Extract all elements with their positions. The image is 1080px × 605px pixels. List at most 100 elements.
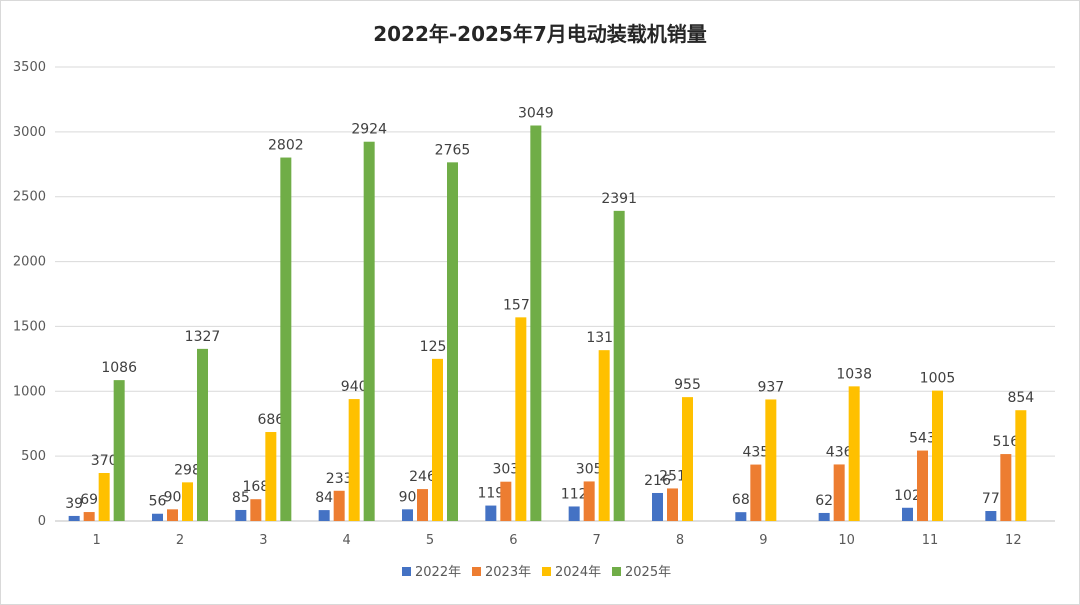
data-label: 56 (149, 494, 167, 510)
x-tick-label: 1 (93, 533, 101, 548)
x-tick-label: 4 (343, 533, 351, 548)
bar (432, 358, 443, 521)
data-label: 1005 (920, 371, 956, 387)
bar (500, 481, 512, 521)
bar (667, 488, 678, 521)
y-tick-label: 2500 (13, 190, 46, 205)
data-label: 1086 (101, 360, 137, 376)
data-label: 2391 (601, 191, 637, 207)
x-tick-label: 10 (838, 533, 855, 548)
data-label: 90 (164, 489, 182, 505)
data-label: 233 (326, 471, 353, 487)
x-tick-label: 12 (1005, 533, 1022, 548)
x-tick-label: 3 (259, 533, 267, 548)
bar (152, 513, 163, 521)
bar (250, 499, 262, 521)
legend-label: 2024年 (555, 565, 601, 580)
data-label: 940 (341, 379, 368, 395)
legend-swatch (542, 567, 551, 576)
bar (402, 509, 413, 521)
bar (818, 512, 830, 521)
bar (735, 512, 747, 521)
data-label: 62 (815, 493, 833, 509)
data-label: 955 (674, 377, 701, 393)
bar (568, 506, 580, 521)
data-label: 1327 (185, 329, 221, 345)
data-label: 298 (174, 462, 201, 478)
y-tick-label: 1000 (13, 384, 46, 399)
legend-swatch (402, 567, 411, 576)
data-label: 3049 (518, 106, 554, 122)
x-tick-label: 11 (922, 533, 939, 548)
data-label: 85 (232, 490, 250, 506)
data-label: 543 (909, 431, 936, 447)
y-tick-label: 1500 (13, 319, 46, 334)
data-label: 2802 (268, 138, 304, 154)
data-label: 1570 (503, 297, 539, 313)
bar (363, 141, 375, 521)
data-label: 937 (757, 379, 784, 395)
bar (848, 386, 860, 521)
x-tick-label: 6 (509, 533, 517, 548)
y-tick-label: 3000 (13, 125, 46, 140)
data-label: 251 (659, 468, 686, 484)
data-label: 435 (742, 445, 769, 461)
bar (167, 509, 178, 521)
data-label: 854 (1007, 390, 1034, 406)
bar (985, 511, 997, 521)
bar (235, 509, 247, 521)
x-tick-label: 2 (176, 533, 184, 548)
bar (1015, 410, 1027, 521)
data-label: 2765 (435, 142, 471, 158)
bar (447, 162, 458, 521)
bar (113, 380, 125, 521)
data-label: 216 (644, 473, 671, 489)
bar (598, 350, 610, 521)
bar (98, 473, 110, 521)
y-tick-label: 0 (38, 514, 46, 529)
data-label: 246 (409, 469, 436, 485)
data-label: 305 (576, 461, 603, 477)
y-tick-label: 500 (21, 449, 46, 464)
bar (917, 450, 928, 521)
legend-swatch (612, 567, 621, 576)
x-tick-label: 5 (426, 533, 434, 548)
bar (1000, 454, 1012, 521)
data-label: 119 (477, 486, 504, 502)
bar (765, 399, 777, 521)
bar (583, 481, 595, 521)
data-label: 370 (91, 453, 118, 469)
data-label: 686 (257, 412, 284, 428)
legend-label: 2025年 (625, 565, 671, 580)
bar (68, 515, 80, 521)
chart-title: 2022年-2025年7月电动装载机销量 (373, 22, 707, 46)
data-label: 102 (894, 488, 921, 504)
x-tick-label: 9 (759, 533, 767, 548)
bar (515, 317, 527, 521)
bar (417, 489, 428, 521)
y-tick-label: 3500 (13, 60, 46, 75)
bar (485, 505, 497, 521)
data-label: 112 (561, 486, 588, 502)
data-label: 1250 (420, 339, 456, 355)
bar (613, 210, 625, 521)
bar (182, 482, 193, 521)
legend-label: 2022年 (415, 565, 461, 580)
bar (83, 512, 95, 521)
bar (197, 348, 208, 521)
bar (750, 464, 762, 521)
data-label: 436 (826, 444, 853, 460)
data-label: 68 (732, 492, 750, 508)
data-label: 90 (399, 489, 417, 505)
data-label: 303 (492, 462, 519, 478)
x-tick-label: 7 (593, 533, 601, 548)
bar (348, 399, 360, 521)
bar (280, 157, 292, 521)
data-label: 1317 (586, 330, 622, 346)
data-label: 1038 (836, 366, 872, 382)
data-label: 168 (242, 479, 269, 495)
bar (682, 397, 693, 521)
data-label: 77 (982, 491, 1000, 507)
data-label: 2924 (351, 122, 387, 138)
